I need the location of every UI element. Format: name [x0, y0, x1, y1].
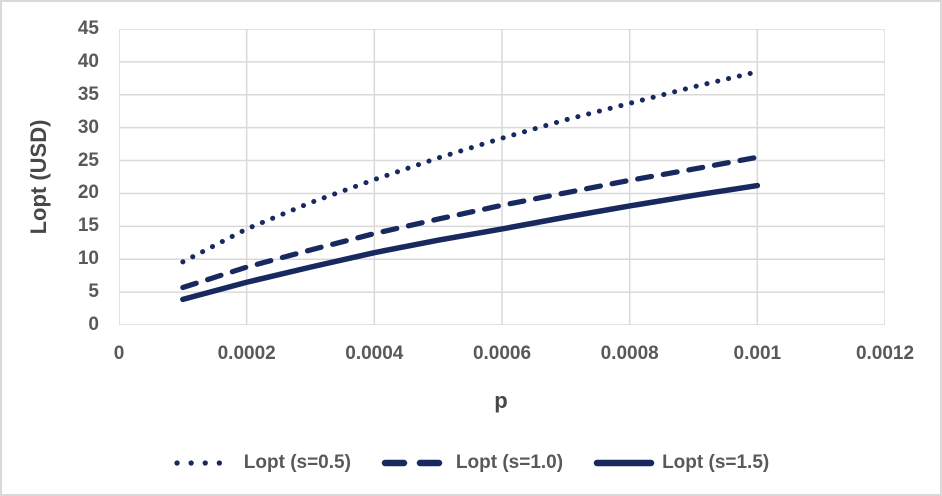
series-line-solid	[180, 182, 761, 303]
x-tick-label: 0	[113, 343, 125, 364]
y-tick-label: 45	[77, 18, 99, 39]
y-tick-label: 35	[77, 83, 99, 105]
legend-entry: Lopt (s=0.5)	[173, 452, 351, 474]
y-tick-label: 5	[88, 281, 99, 303]
plot-area	[119, 29, 885, 325]
series-line-dashed	[180, 154, 760, 291]
x-tick-label: 0.0006	[472, 343, 532, 364]
legend-marker-dashed-icon	[381, 459, 449, 467]
x-tick-label: 0.001	[733, 343, 782, 364]
y-tick-label: 15	[77, 215, 99, 237]
y-tick-label: 25	[77, 149, 99, 171]
legend-marker-dotted-icon	[174, 460, 236, 466]
legend-entry: Lopt (s=1.5)	[593, 452, 769, 474]
legend-label: Lopt (s=1.5)	[662, 452, 770, 473]
legend-label: Lopt (s=1.0)	[455, 452, 564, 473]
y-tick-label: 10	[77, 248, 99, 270]
x-axis-title: p	[494, 388, 508, 413]
x-tick-label: 0.0012	[855, 343, 915, 364]
legend-label: Lopt (s=0.5)	[243, 452, 351, 473]
y-tick-label: 20	[77, 182, 99, 204]
y-tick-label: 40	[77, 50, 99, 72]
x-tick-label: 0.0004	[345, 343, 404, 364]
y-tick-label: 0	[88, 314, 99, 335]
legend: Lopt (s=0.5) Lopt (s=1.0) Lopt (s=1.5)	[2, 446, 940, 480]
legend-marker-solid-icon	[593, 459, 655, 467]
legend-entry: Lopt (s=1.0)	[381, 452, 563, 474]
x-tick-label: 0.0002	[217, 343, 276, 364]
y-axis-title: Lopt (USD)	[26, 119, 51, 235]
series-line-dotted	[180, 69, 760, 265]
x-tick-label: 0.0008	[600, 343, 659, 364]
y-tick-label: 30	[77, 116, 99, 138]
